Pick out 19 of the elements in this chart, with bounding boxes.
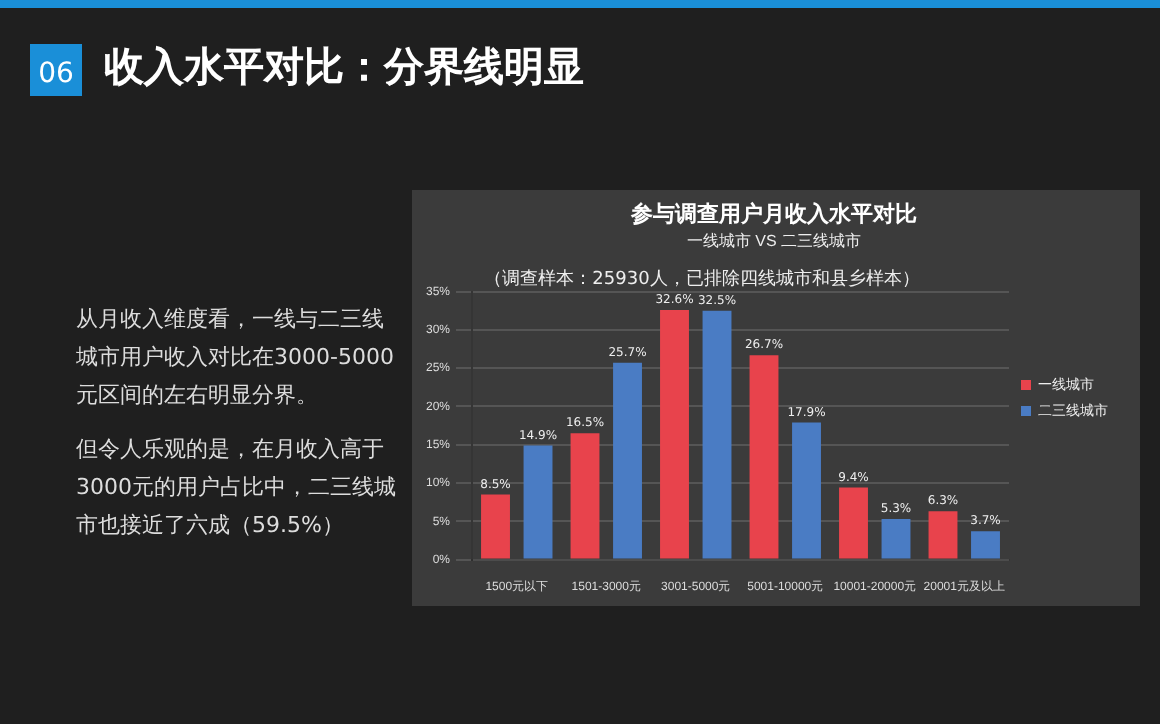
bar: [749, 355, 779, 559]
chart-title: 参与调查用户月收入水平对比: [629, 201, 917, 228]
text: 从月收入维度看，一线与二三线城市用户收入对比在3000-5000元区间的左右明显分界。: [76, 304, 396, 412]
bar: [971, 531, 1000, 559]
text: 06: [30, 44, 82, 96]
bar: [702, 310, 732, 559]
text: （调查样本：25930人，已排除四线城市和县乡样本）: [484, 270, 920, 290]
bar: [481, 494, 510, 559]
text: 收入水平对比：分界线明显: [104, 40, 584, 94]
bar: [570, 433, 600, 559]
bar: [523, 445, 553, 559]
bar: [613, 362, 642, 559]
chart-subtitle: 一线城市 VS 二三线城市: [686, 232, 862, 251]
bar: [928, 511, 958, 559]
text: 但令人乐观的是，在月收入高于3000元的用户占比中，二三线城市也接近了六成（59.5%）: [76, 434, 396, 542]
bar: [839, 487, 868, 559]
bar: [881, 519, 911, 559]
bar: [792, 422, 821, 559]
bar: [660, 309, 689, 559]
